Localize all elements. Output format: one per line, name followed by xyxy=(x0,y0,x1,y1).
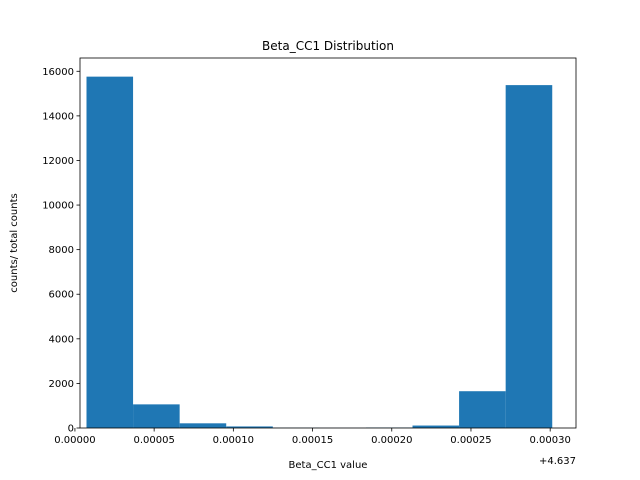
plot-frame xyxy=(79,57,577,429)
x-offset-label: +4.637 xyxy=(539,456,576,467)
y-tick-label: 6000 xyxy=(49,290,74,301)
y-tick-label: 12000 xyxy=(42,156,74,167)
histogram-bar-3 xyxy=(179,423,227,428)
y-tick-label: 0 xyxy=(68,424,74,435)
histogram-bar-8 xyxy=(412,425,460,428)
y-tick-label: 10000 xyxy=(42,201,74,212)
histogram-bar-9 xyxy=(459,391,506,428)
y-tick-label: 4000 xyxy=(49,334,74,345)
histogram-bar-2 xyxy=(133,404,180,428)
x-axis: 0.00000 0.00005 0.00010 0.00015 0.00020 0.000… xyxy=(54,428,571,446)
x-tick-label: 0.00000 xyxy=(54,435,95,446)
bar-series xyxy=(86,76,553,429)
histogram-bar-1 xyxy=(86,76,134,428)
y-axis: 0 2000 4000 6000 8000 10000 12000 14000 16000 xyxy=(42,67,80,435)
y-tick-label: 14000 xyxy=(42,111,74,122)
plot-area: 0.00000 0.00005 0.00010 0.00015 0.00020 0.000… xyxy=(42,57,577,446)
x-tick-label: 0.00020 xyxy=(371,435,412,446)
y-tick-label: 8000 xyxy=(49,245,74,256)
plot-background xyxy=(80,58,576,428)
x-tick-label: 0.00015 xyxy=(292,435,333,446)
x-tick-label: 0.00005 xyxy=(133,435,174,446)
x-axis-label: Beta_CC1 value xyxy=(289,460,368,471)
x-tick-label: 0.00010 xyxy=(213,435,254,446)
y-axis-label: counts/ total counts xyxy=(9,193,20,292)
histogram-bar-4 xyxy=(226,426,273,428)
x-tick-label: 0.00030 xyxy=(529,435,570,446)
y-tick-label: 2000 xyxy=(49,379,74,390)
chart-title: Beta_CC1 Distribution xyxy=(262,39,394,53)
x-tick-label: 0.00025 xyxy=(450,435,491,446)
y-tick-label: 16000 xyxy=(42,67,74,78)
histogram-bar-10 xyxy=(505,85,553,429)
